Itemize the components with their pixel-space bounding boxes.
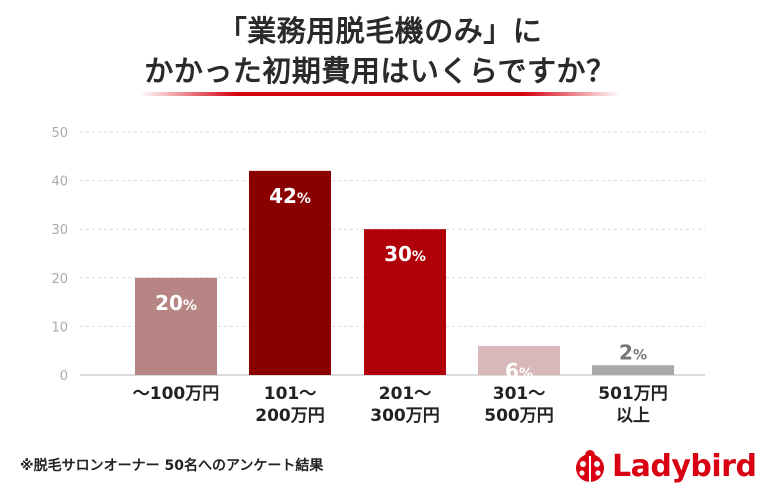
x-tick-label: 201〜 bbox=[379, 384, 432, 404]
title-underline bbox=[140, 92, 620, 96]
footnote: ※脱毛サロンオーナー 50名へのアンケート結果 bbox=[20, 458, 324, 474]
x-tick-label: 101〜 bbox=[264, 384, 317, 404]
value-label: 6% bbox=[505, 359, 533, 383]
y-tick-label: 50 bbox=[51, 126, 68, 141]
y-tick-label: 10 bbox=[51, 320, 68, 335]
ladybug-icon bbox=[576, 450, 604, 482]
y-tick-label: 30 bbox=[51, 223, 68, 238]
chart-title: 「業務用脱毛機のみ」に かかった初期費用はいくらですか？ bbox=[0, 0, 760, 100]
y-tick-label: 0 bbox=[60, 369, 68, 384]
x-tick-label: 501万円 bbox=[598, 384, 668, 404]
value-label: 20% bbox=[155, 291, 197, 315]
y-tick-label: 20 bbox=[51, 272, 68, 287]
x-tick-label: 以上 bbox=[616, 406, 650, 426]
brand-logo: Ladybird bbox=[572, 446, 757, 486]
bar bbox=[478, 345, 560, 375]
x-tick-label: 500万円 bbox=[484, 406, 554, 426]
value-label: 30% bbox=[384, 242, 426, 266]
y-tick-label: 40 bbox=[51, 175, 68, 190]
bar bbox=[592, 365, 674, 375]
x-tick-label: 200万円 bbox=[255, 406, 325, 426]
x-tick-label: 300万円 bbox=[370, 406, 440, 426]
value-label: 2% bbox=[619, 340, 647, 364]
logo-text: Ladybird bbox=[612, 448, 757, 484]
bar bbox=[135, 277, 217, 375]
value-label: 42% bbox=[269, 184, 311, 208]
title-line-1: 「業務用脱毛機のみ」に bbox=[217, 14, 543, 48]
x-tick-label: 〜100万円 bbox=[133, 384, 220, 404]
title-line-2: かかった初期費用はいくらですか？ bbox=[144, 54, 616, 88]
bar bbox=[364, 229, 446, 375]
bar bbox=[249, 170, 331, 375]
x-tick-label: 301〜 bbox=[493, 384, 546, 404]
